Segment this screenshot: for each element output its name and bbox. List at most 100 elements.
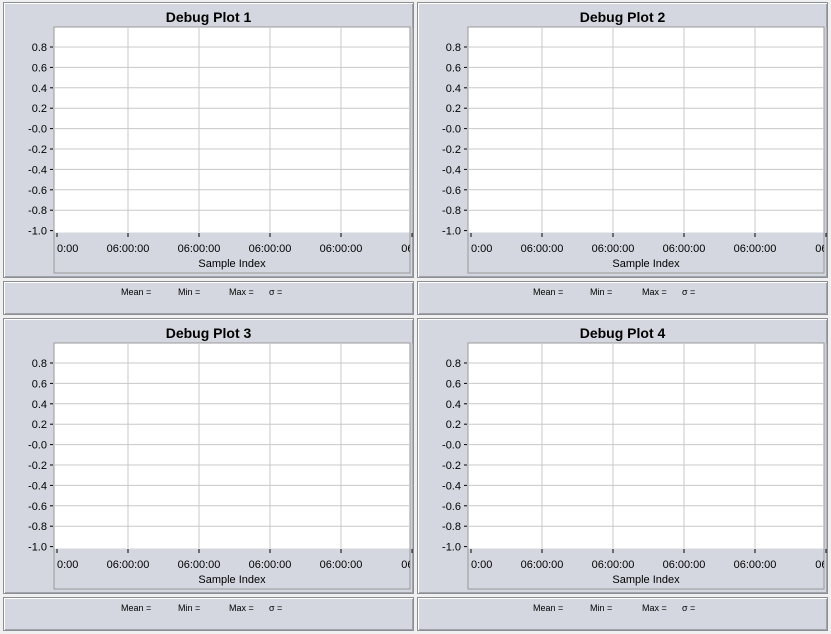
plot-area bbox=[54, 27, 410, 233]
plot-chart-4[interactable]: 0.8 0.6 0.4 0.2 -0.0 -0.2 -0.4 -0.6 -0.8 -1.0 0:00… bbox=[418, 319, 829, 595]
plot-chart-3[interactable]: 0.8 0.6 0.4 0.2 -0.0 -0.2 -0.4 -0.6 -0.8 -1.0 0:00… bbox=[4, 319, 415, 595]
x-tick-label: 06:00:00 bbox=[107, 559, 150, 571]
plot-area bbox=[54, 343, 410, 549]
plot-area bbox=[468, 343, 824, 549]
x-tick-label: 06:00:00 bbox=[592, 243, 635, 255]
plot-chart-1[interactable]: 0.8 0.6 0.4 0.2 -0.0 -0.2 -0.4 -0.6 -0.8 -1.0 0:00… bbox=[4, 3, 415, 279]
mean-label: Mean = bbox=[533, 287, 564, 297]
y-tick-label: -1.0 bbox=[442, 542, 461, 554]
y-tick-label: 0.6 bbox=[32, 62, 47, 74]
x-tick-label: 06:00:00 bbox=[521, 559, 564, 571]
x-tick-label: 06:0 bbox=[815, 559, 829, 571]
sigma-label: σ = bbox=[269, 603, 283, 613]
y-tick-label: -0.0 bbox=[28, 124, 47, 136]
sigma-label: σ = bbox=[682, 603, 696, 613]
x-tick-label: 06:00:00 bbox=[107, 243, 150, 255]
y-tick-label: 0.2 bbox=[446, 419, 461, 431]
mean-label: Mean = bbox=[533, 603, 564, 613]
plot-panel-4: Debug Plot 4 0.8 0.6 0.4 0.2 -0.0 -0.2 -0.4 -0.… bbox=[417, 318, 828, 594]
plot-title: Debug Plot 4 bbox=[579, 325, 666, 341]
plot-title: Debug Plot 1 bbox=[165, 9, 252, 25]
y-tick-label: 0.6 bbox=[32, 378, 47, 390]
y-tick-label: 0.8 bbox=[446, 42, 461, 54]
x-tick-label: 06:00:00 bbox=[592, 559, 635, 571]
sigma-label: σ = bbox=[682, 287, 696, 297]
x-tick-label: 06:0 bbox=[815, 243, 829, 255]
plot-panel-1: Debug Plot 1 0.8 0.6 0.4 0.2 -0.0 -0.2 -0.4 -0.… bbox=[3, 2, 414, 278]
y-tick-label: -0.2 bbox=[442, 460, 461, 472]
x-tick-label: 0:00 bbox=[57, 559, 78, 571]
x-axis-label: Sample Index bbox=[612, 574, 680, 586]
x-tick-label: 06:00:00 bbox=[663, 243, 706, 255]
y-tick-label: 0.8 bbox=[32, 358, 47, 370]
x-tick-label: 0:00 bbox=[57, 243, 78, 255]
y-tick-label: 0.6 bbox=[446, 378, 461, 390]
y-tick-label: -0.4 bbox=[28, 480, 47, 492]
plot-chart-2[interactable]: 0.8 0.6 0.4 0.2 -0.0 -0.2 -0.4 -0.6 -0.8 -1.0 0:00… bbox=[418, 3, 829, 279]
max-label: Max = bbox=[229, 603, 254, 613]
plot-title: Debug Plot 3 bbox=[165, 325, 252, 341]
x-tick-label: 0:00 bbox=[471, 559, 492, 571]
y-tick-label: 0.6 bbox=[446, 62, 461, 74]
x-tick-label: 06:00:00 bbox=[178, 559, 221, 571]
min-label: Min = bbox=[590, 603, 613, 613]
y-tick-label: 0.2 bbox=[446, 103, 461, 115]
y-tick-label: -0.2 bbox=[442, 144, 461, 156]
plot-area bbox=[468, 27, 824, 233]
stats-panel-3: Mean = Min = Max = σ = bbox=[3, 597, 414, 631]
x-axis-label: Sample Index bbox=[198, 574, 266, 586]
mean-label: Mean = bbox=[121, 287, 152, 297]
stats-panel-1: Mean = Min = Max = σ = bbox=[3, 281, 414, 315]
x-tick-label: 06:00:00 bbox=[178, 243, 221, 255]
x-tick-label: 06:00:00 bbox=[320, 243, 363, 255]
x-tick-label: 06:00:00 bbox=[249, 559, 292, 571]
x-tick-label: 06:0 bbox=[401, 243, 415, 255]
x-tick-label: 06:00:00 bbox=[734, 243, 777, 255]
y-tick-label: -1.0 bbox=[28, 542, 47, 554]
y-tick-label: -0.2 bbox=[28, 460, 47, 472]
y-tick-label: -0.6 bbox=[28, 185, 47, 197]
x-axis-label: Sample Index bbox=[612, 258, 680, 270]
y-tick-label: 0.4 bbox=[446, 83, 461, 95]
y-tick-label: 0.4 bbox=[32, 399, 47, 411]
y-tick-label: -0.4 bbox=[28, 164, 47, 176]
min-label: Min = bbox=[590, 287, 613, 297]
y-tick-label: 0.4 bbox=[32, 83, 47, 95]
y-tick-label: -1.0 bbox=[28, 226, 47, 238]
x-tick-label: 06:00:00 bbox=[249, 243, 292, 255]
min-label: Min = bbox=[178, 287, 201, 297]
y-tick-label: 0.8 bbox=[446, 358, 461, 370]
y-tick-label: 0.2 bbox=[32, 419, 47, 431]
x-tick-label: 06:00:00 bbox=[521, 243, 564, 255]
y-tick-label: -0.0 bbox=[442, 440, 461, 452]
max-label: Max = bbox=[229, 287, 254, 297]
y-tick-label: -0.8 bbox=[442, 205, 461, 217]
x-tick-label: 06:00:00 bbox=[734, 559, 777, 571]
stats-panel-2: Mean = Min = Max = σ = bbox=[417, 281, 828, 315]
x-tick-label: 06:00:00 bbox=[320, 559, 363, 571]
sigma-label: σ = bbox=[269, 287, 283, 297]
max-label: Max = bbox=[642, 603, 667, 613]
y-tick-label: -1.0 bbox=[442, 226, 461, 238]
y-tick-label: 0.8 bbox=[32, 42, 47, 54]
y-tick-label: -0.4 bbox=[442, 164, 461, 176]
y-tick-label: -0.4 bbox=[442, 480, 461, 492]
y-tick-label: -0.2 bbox=[28, 144, 47, 156]
y-tick-label: -0.6 bbox=[442, 501, 461, 513]
y-tick-label: -0.6 bbox=[28, 501, 47, 513]
x-tick-label: 0:00 bbox=[471, 243, 492, 255]
y-tick-label: -0.0 bbox=[442, 124, 461, 136]
y-tick-label: -0.8 bbox=[28, 205, 47, 217]
min-label: Min = bbox=[178, 603, 201, 613]
y-tick-label: -0.0 bbox=[28, 440, 47, 452]
plot-panel-2: Debug Plot 2 0.8 0.6 0.4 0.2 -0.0 -0.2 -0.4 -0.… bbox=[417, 2, 828, 278]
stats-panel-4: Mean = Min = Max = σ = bbox=[417, 597, 828, 631]
mean-label: Mean = bbox=[121, 603, 152, 613]
y-tick-label: 0.4 bbox=[446, 399, 461, 411]
y-tick-label: 0.2 bbox=[32, 103, 47, 115]
x-tick-label: 06:00:00 bbox=[663, 559, 706, 571]
y-tick-label: -0.6 bbox=[442, 185, 461, 197]
x-axis-label: Sample Index bbox=[198, 258, 266, 270]
plot-title: Debug Plot 2 bbox=[579, 9, 666, 25]
